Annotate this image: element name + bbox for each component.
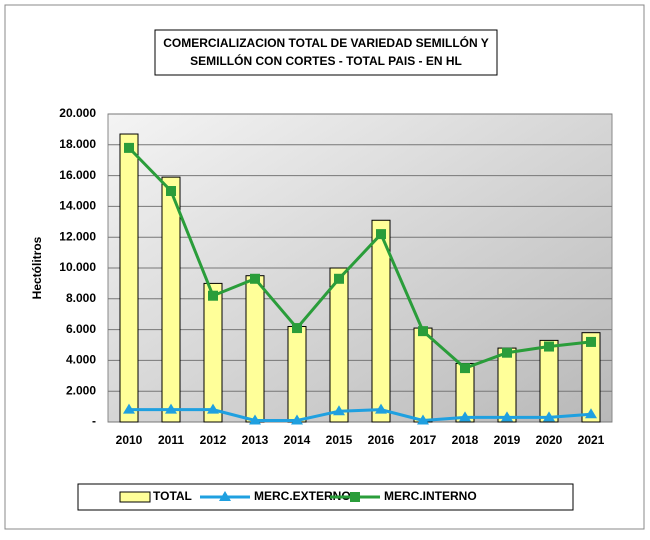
line-marker: [249, 414, 261, 425]
line-marker: [543, 411, 555, 422]
bar: [497, 347, 517, 423]
bar: [413, 327, 433, 423]
line-marker: [291, 414, 303, 425]
bar: [287, 326, 307, 423]
title-box: [154, 29, 498, 76]
y-tick-label: 2.000: [66, 383, 96, 397]
x-tick-label: 2015: [326, 433, 353, 447]
line: [127, 146, 592, 370]
legend: [77, 483, 574, 511]
bar: [245, 275, 265, 423]
x-tick-label: 2017: [410, 433, 437, 447]
x-tick-label: 2012: [200, 433, 227, 447]
legend-label: MERC.EXTERNO: [254, 489, 351, 503]
x-tick-label: 2013: [242, 433, 269, 447]
line-marker: [334, 273, 344, 284]
bar: [203, 282, 223, 423]
chart-title: COMERCIALIZACION TOTAL DE VARIEDAD SEMIL…: [163, 35, 489, 50]
chart-title: SEMILLÓN CON CORTES - TOTAL PAIS - EN HL: [190, 53, 462, 68]
y-tick-label: 8.000: [66, 291, 96, 305]
x-tick-label: 2011: [158, 433, 184, 447]
line-marker: [585, 408, 597, 419]
line-marker: [208, 290, 218, 301]
y-tick-label: 18.000: [59, 137, 96, 151]
y-tick-label: 4.000: [66, 353, 96, 367]
x-tick-label: 2019: [494, 433, 521, 447]
bar: [329, 267, 349, 423]
line-marker: [207, 403, 219, 414]
y-tick-label: 6.000: [66, 322, 96, 336]
line-marker: [165, 403, 177, 414]
x-tick-label: 2021: [578, 433, 605, 447]
y-tick-label: 16.000: [59, 168, 96, 182]
x-tick-label: 2010: [116, 433, 143, 447]
bar: [161, 176, 181, 423]
line-marker: [124, 142, 134, 153]
y-tick-label: 10.000: [59, 260, 96, 274]
line: [129, 408, 592, 422]
line-marker: [123, 403, 135, 414]
y-axis-label: Hectólitros: [30, 236, 44, 299]
line-marker: [501, 411, 513, 422]
x-tick-label: 2016: [368, 433, 395, 447]
legend-swatch: [119, 491, 151, 503]
line-marker: [166, 186, 176, 196]
bar: [371, 219, 391, 423]
line-marker: [460, 363, 470, 374]
line-marker: [375, 403, 387, 414]
line-marker: [586, 336, 596, 347]
bar: [539, 339, 559, 423]
line-marker: [376, 229, 386, 240]
x-tick-label: 2018: [452, 433, 479, 447]
y-tick-label: 12.000: [59, 229, 96, 243]
line-marker: [502, 347, 512, 358]
y-tick-label: 14.000: [59, 199, 96, 213]
x-tick-label: 2014: [284, 433, 311, 447]
line-marker: [250, 273, 260, 284]
line-marker: [333, 405, 345, 416]
legend-label: TOTAL: [153, 489, 192, 503]
legend-marker: [350, 492, 360, 502]
x-tick-label: 2020: [536, 433, 563, 447]
line-marker: [417, 414, 429, 425]
legend-label: MERC.INTERNO: [384, 489, 477, 503]
line-marker: [418, 326, 428, 337]
line-marker: [459, 411, 471, 422]
legend-marker: [219, 491, 231, 501]
y-tick-label: -: [92, 414, 96, 428]
line-marker: [544, 341, 554, 352]
bar: [119, 133, 139, 423]
bar: [581, 332, 601, 423]
line-marker: [292, 323, 302, 334]
y-tick-label: 20.000: [59, 106, 96, 120]
